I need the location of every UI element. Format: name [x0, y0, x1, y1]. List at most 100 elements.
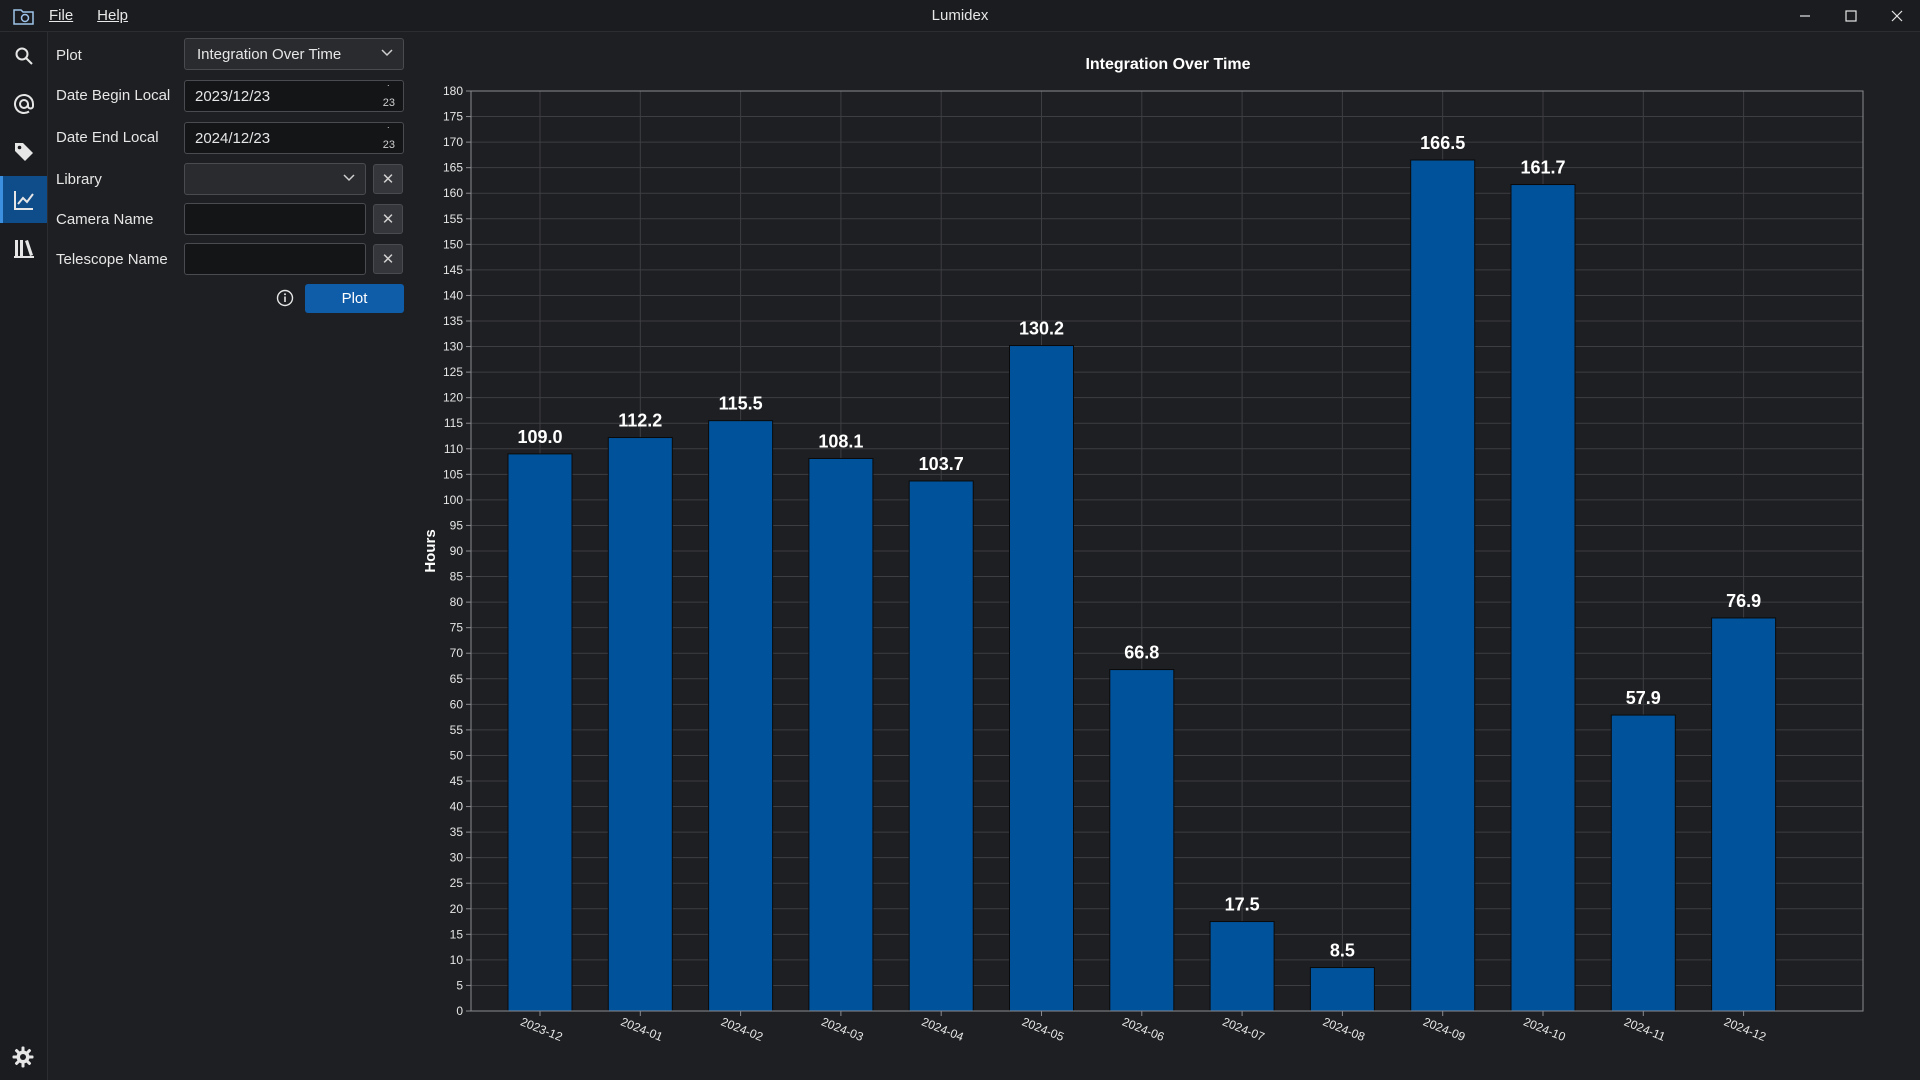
x-tick-label: 2024-10 — [1521, 1015, 1567, 1045]
nav-plot[interactable] — [0, 176, 47, 223]
menu-file[interactable]: File — [49, 7, 74, 24]
maximize-button[interactable] — [1828, 0, 1874, 31]
x-tick-label: 2024-07 — [1221, 1015, 1267, 1045]
minimize-icon — [1800, 14, 1810, 17]
window-title: Lumidex — [931, 7, 989, 24]
bar-2024-09 — [1410, 159, 1476, 1012]
y-tick-label: 120 — [443, 391, 463, 405]
chevron-down-icon — [343, 174, 355, 182]
x-tick-label: 2024-06 — [1120, 1015, 1166, 1045]
chevron-down-icon — [381, 49, 393, 57]
y-tick-label: 50 — [450, 748, 464, 762]
nav-library[interactable] — [0, 224, 47, 271]
x-tick-label: 2024-04 — [920, 1015, 966, 1045]
telescope-name-input[interactable] — [184, 243, 366, 275]
x-tick-label: 2024-03 — [819, 1015, 865, 1045]
plot-button[interactable]: Plot — [305, 284, 404, 313]
x-tick-label: 2024-11 — [1622, 1015, 1668, 1044]
date-begin-spinner[interactable]: ˙ 23 — [382, 84, 395, 109]
bar-2024-08 — [1309, 967, 1375, 1012]
y-tick-label: 35 — [450, 825, 464, 839]
y-tick-label: 105 — [443, 467, 463, 481]
library-clear-button[interactable]: ✕ — [373, 164, 403, 194]
nav-sidebar — [0, 32, 48, 1080]
clear-icon: ✕ — [381, 251, 395, 268]
y-tick-label: 130 — [443, 340, 463, 354]
bar-value-label: 130.2 — [1019, 319, 1064, 339]
y-tick-label: 0 — [456, 1004, 463, 1018]
y-tick-label: 80 — [450, 595, 464, 609]
y-tick-label: 95 — [450, 518, 464, 532]
x-tick-label: 2024-12 — [1722, 1015, 1768, 1045]
bar-value-label: 112.2 — [618, 411, 662, 431]
y-tick-label: 150 — [443, 237, 463, 251]
x-tick-label: 2024-08 — [1321, 1015, 1367, 1045]
y-tick-label: 110 — [444, 442, 463, 456]
telescope-clear-button[interactable]: ✕ — [373, 244, 403, 274]
date-end-input[interactable]: 2024/12/23 ˙ 23 — [184, 122, 404, 154]
bar-value-label: 76.9 — [1726, 591, 1761, 611]
app-icon — [13, 8, 34, 25]
nav-tags[interactable] — [0, 128, 47, 175]
plot-area — [470, 90, 1864, 1012]
bars — [507, 159, 1777, 1012]
bar-2023-12 — [507, 453, 573, 1012]
date-end-label: Date End Local — [56, 129, 159, 146]
y-tick-label: 85 — [450, 570, 464, 584]
date-end-value: 2024/12/23 — [195, 129, 271, 147]
y-tick-label: 140 — [443, 288, 463, 302]
gear-icon[interactable] — [12, 1046, 34, 1068]
date-begin-value: 2023/12/23 — [195, 87, 271, 105]
camera-name-input[interactable] — [184, 203, 366, 235]
y-tick-label: 145 — [443, 263, 463, 277]
library-select[interactable] — [184, 163, 366, 195]
camera-clear-button[interactable]: ✕ — [373, 204, 403, 234]
x-tick-label: 2024-05 — [1020, 1015, 1066, 1045]
bar-value-label: 8.5 — [1330, 941, 1355, 961]
bar-2024-03 — [808, 457, 874, 1012]
y-tick-label: 75 — [450, 621, 464, 635]
date-begin-input[interactable]: 2023/12/23 ˙ 23 — [184, 80, 404, 112]
menu-help[interactable]: Help — [97, 7, 129, 24]
bar-value-label: 166.5 — [1420, 133, 1465, 153]
title-bar: File Help Lumidex — [0, 0, 1920, 32]
x-tick-label: 2024-02 — [719, 1015, 765, 1045]
x-tick-label: 2024-09 — [1421, 1015, 1467, 1045]
x-axis: 2023-12 2024-01 2024-02 2024-03 2024-04 2024-… — [518, 1011, 1768, 1044]
search-icon — [15, 47, 33, 65]
y-tick-label: 90 — [450, 544, 464, 558]
bar-2024-12 — [1711, 617, 1777, 1012]
nav-search[interactable] — [0, 32, 47, 79]
y-tick-label: 65 — [450, 672, 464, 686]
bar-2024-10 — [1510, 184, 1576, 1012]
bar-value-label: 108.1 — [818, 431, 863, 451]
minimize-button[interactable] — [1782, 0, 1828, 31]
clear-icon: ✕ — [381, 171, 395, 188]
x-tick-label: 2023-12 — [518, 1015, 564, 1045]
y-tick-label: 135 — [443, 314, 463, 328]
plot-type-value: Integration Over Time — [197, 45, 342, 63]
y-tick-label: 115 — [444, 416, 463, 430]
y-tick-label: 125 — [443, 365, 463, 379]
bar-2024-11 — [1610, 714, 1676, 1012]
y-tick-label: 155 — [443, 212, 463, 226]
at-sign-icon — [13, 93, 34, 114]
plot-type-label: Plot — [56, 47, 82, 64]
date-end-spinner[interactable]: ˙ 23 — [382, 126, 395, 151]
plot-type-select[interactable]: Integration Over Time — [184, 38, 404, 70]
y-axis: 0 5 10 15 20 25 30 35 40 45 50 55 60 65 70 75 80 85 90 95 10… — [443, 84, 471, 1018]
y-tick-label: 60 — [450, 697, 464, 711]
date-end-spin-value: 23 — [382, 139, 395, 151]
y-tick-label: 20 — [450, 902, 464, 916]
nav-targets[interactable] — [0, 80, 47, 127]
y-tick-label: 45 — [450, 774, 464, 788]
info-icon[interactable] — [276, 289, 294, 307]
y-tick-label: 70 — [450, 646, 464, 660]
bar-value-label: 161.7 — [1520, 158, 1565, 178]
y-tick-label: 40 — [450, 800, 464, 814]
y-tick-label: 25 — [450, 876, 464, 890]
bar-value-label: 103.7 — [919, 454, 964, 474]
bar-2024-02 — [708, 420, 774, 1012]
close-window-button[interactable] — [1874, 0, 1920, 31]
library-label: Library — [56, 171, 102, 188]
